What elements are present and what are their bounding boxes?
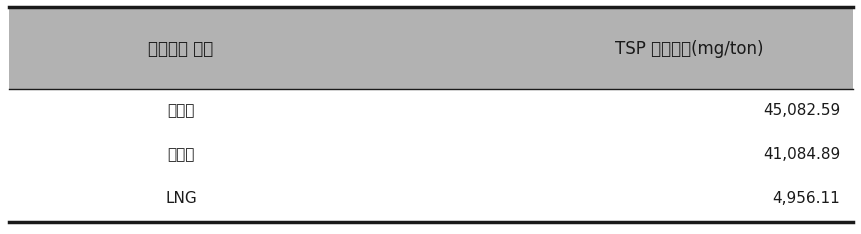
Text: 41,084.89: 41,084.89 — [762, 147, 839, 162]
Text: 무연탄: 무연탄 — [167, 147, 195, 162]
Text: LNG: LNG — [165, 191, 196, 206]
Bar — [9, 9, 852, 89]
Text: 45,082.59: 45,082.59 — [762, 103, 839, 118]
Text: 4,956.11: 4,956.11 — [771, 191, 839, 206]
Text: 유연탄: 유연탄 — [167, 103, 195, 118]
Text: TSP 배출계수(mg/ton): TSP 배출계수(mg/ton) — [615, 40, 763, 58]
Text: 사용연료 구분: 사용연료 구분 — [148, 40, 214, 58]
